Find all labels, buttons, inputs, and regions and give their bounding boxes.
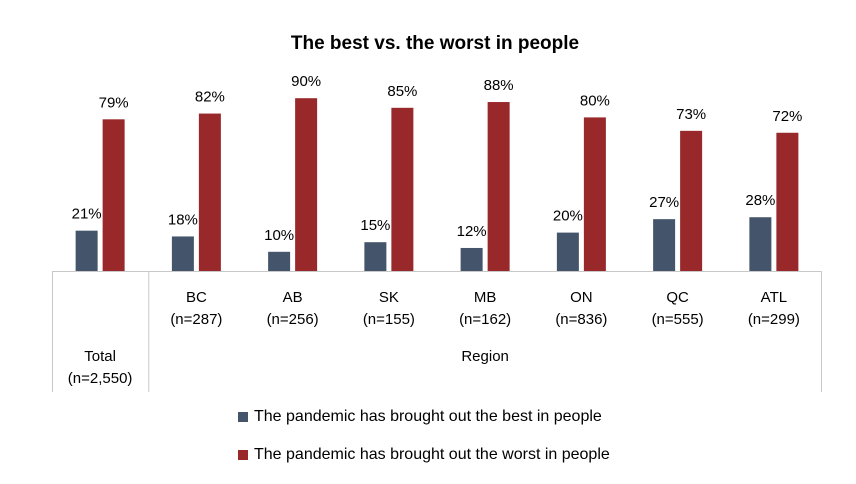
bar-worst-sk	[391, 107, 414, 271]
bars-group: 21% 79% 18% 82% 10% 90% 15% 85% 12% 88% 20% 80% 27% 7…	[72, 73, 802, 272]
bar-best-mb	[460, 247, 483, 271]
data-label-best-qc: 27%	[649, 194, 679, 211]
tick-sublabel-mb: (n=162)	[459, 311, 511, 328]
tick-sublabel-on: (n=836)	[555, 311, 607, 328]
data-label-worst-total: 79%	[99, 94, 129, 111]
legend-item-best: The pandemic has brought out the best in…	[238, 408, 610, 426]
data-label-worst-qc: 73%	[676, 106, 706, 123]
data-label-worst-atl: 72%	[772, 108, 802, 125]
tick-sublabel-bc: (n=287)	[170, 311, 222, 328]
legend-swatch-worst	[238, 450, 248, 460]
tick-sublabel-total: (n=2,550)	[68, 370, 133, 387]
bar-best-sk	[364, 242, 387, 271]
tick-sublabel-sk: (n=155)	[363, 311, 415, 328]
legend-label-best: The pandemic has brought out the best in…	[254, 408, 602, 425]
bar-worst-ab	[295, 98, 318, 271]
tick-label-total: Total	[84, 348, 116, 365]
bar-best-ab	[268, 251, 291, 271]
data-label-best-total: 21%	[72, 206, 102, 223]
tick-label-qc: QC	[666, 289, 689, 306]
tick-label-on: ON	[570, 289, 593, 306]
group-label-region: Region	[461, 348, 509, 365]
data-label-best-mb: 12%	[457, 223, 487, 240]
data-label-best-on: 20%	[553, 208, 583, 225]
bar-best-total	[75, 230, 98, 271]
data-label-worst-bc: 82%	[195, 89, 225, 106]
tick-sublabel-ab: (n=256)	[267, 311, 319, 328]
bar-best-qc	[653, 219, 676, 271]
legend: The pandemic has brought out the best in…	[238, 408, 610, 484]
bar-best-bc	[171, 236, 194, 271]
bar-best-on	[556, 232, 579, 271]
bar-worst-total	[102, 119, 125, 271]
data-label-best-atl: 28%	[745, 192, 775, 209]
tick-label-mb: MB	[474, 289, 497, 306]
bar-worst-bc	[198, 113, 221, 271]
bar-best-atl	[749, 217, 772, 271]
tick-label-sk: SK	[379, 289, 399, 306]
bar-worst-mb	[487, 102, 510, 271]
category-axis: Total (n=2,550) BC (n=287) AB (n=256) SK (n=155…	[52, 271, 822, 392]
bar-worst-qc	[680, 130, 703, 271]
data-label-worst-sk: 85%	[387, 83, 417, 100]
bar-worst-on	[583, 117, 606, 272]
data-label-worst-mb: 88%	[484, 77, 514, 94]
legend-item-worst: The pandemic has brought out the worst i…	[238, 446, 610, 464]
bar-worst-atl	[776, 132, 799, 271]
tick-label-ab: AB	[283, 289, 303, 306]
data-label-worst-ab: 90%	[291, 73, 321, 90]
legend-swatch-best	[238, 412, 248, 422]
tick-sublabel-qc: (n=555)	[652, 311, 704, 328]
data-label-best-bc: 18%	[168, 211, 198, 228]
tick-label-atl: ATL	[761, 289, 787, 306]
legend-label-worst: The pandemic has brought out the worst i…	[254, 446, 610, 463]
chart-title: The best vs. the worst in people	[291, 33, 579, 54]
tick-sublabel-atl: (n=299)	[748, 311, 800, 328]
data-label-best-ab: 10%	[264, 227, 294, 244]
tick-label-bc: BC	[186, 289, 207, 306]
data-label-worst-on: 80%	[580, 92, 610, 109]
data-label-best-sk: 15%	[360, 217, 390, 234]
